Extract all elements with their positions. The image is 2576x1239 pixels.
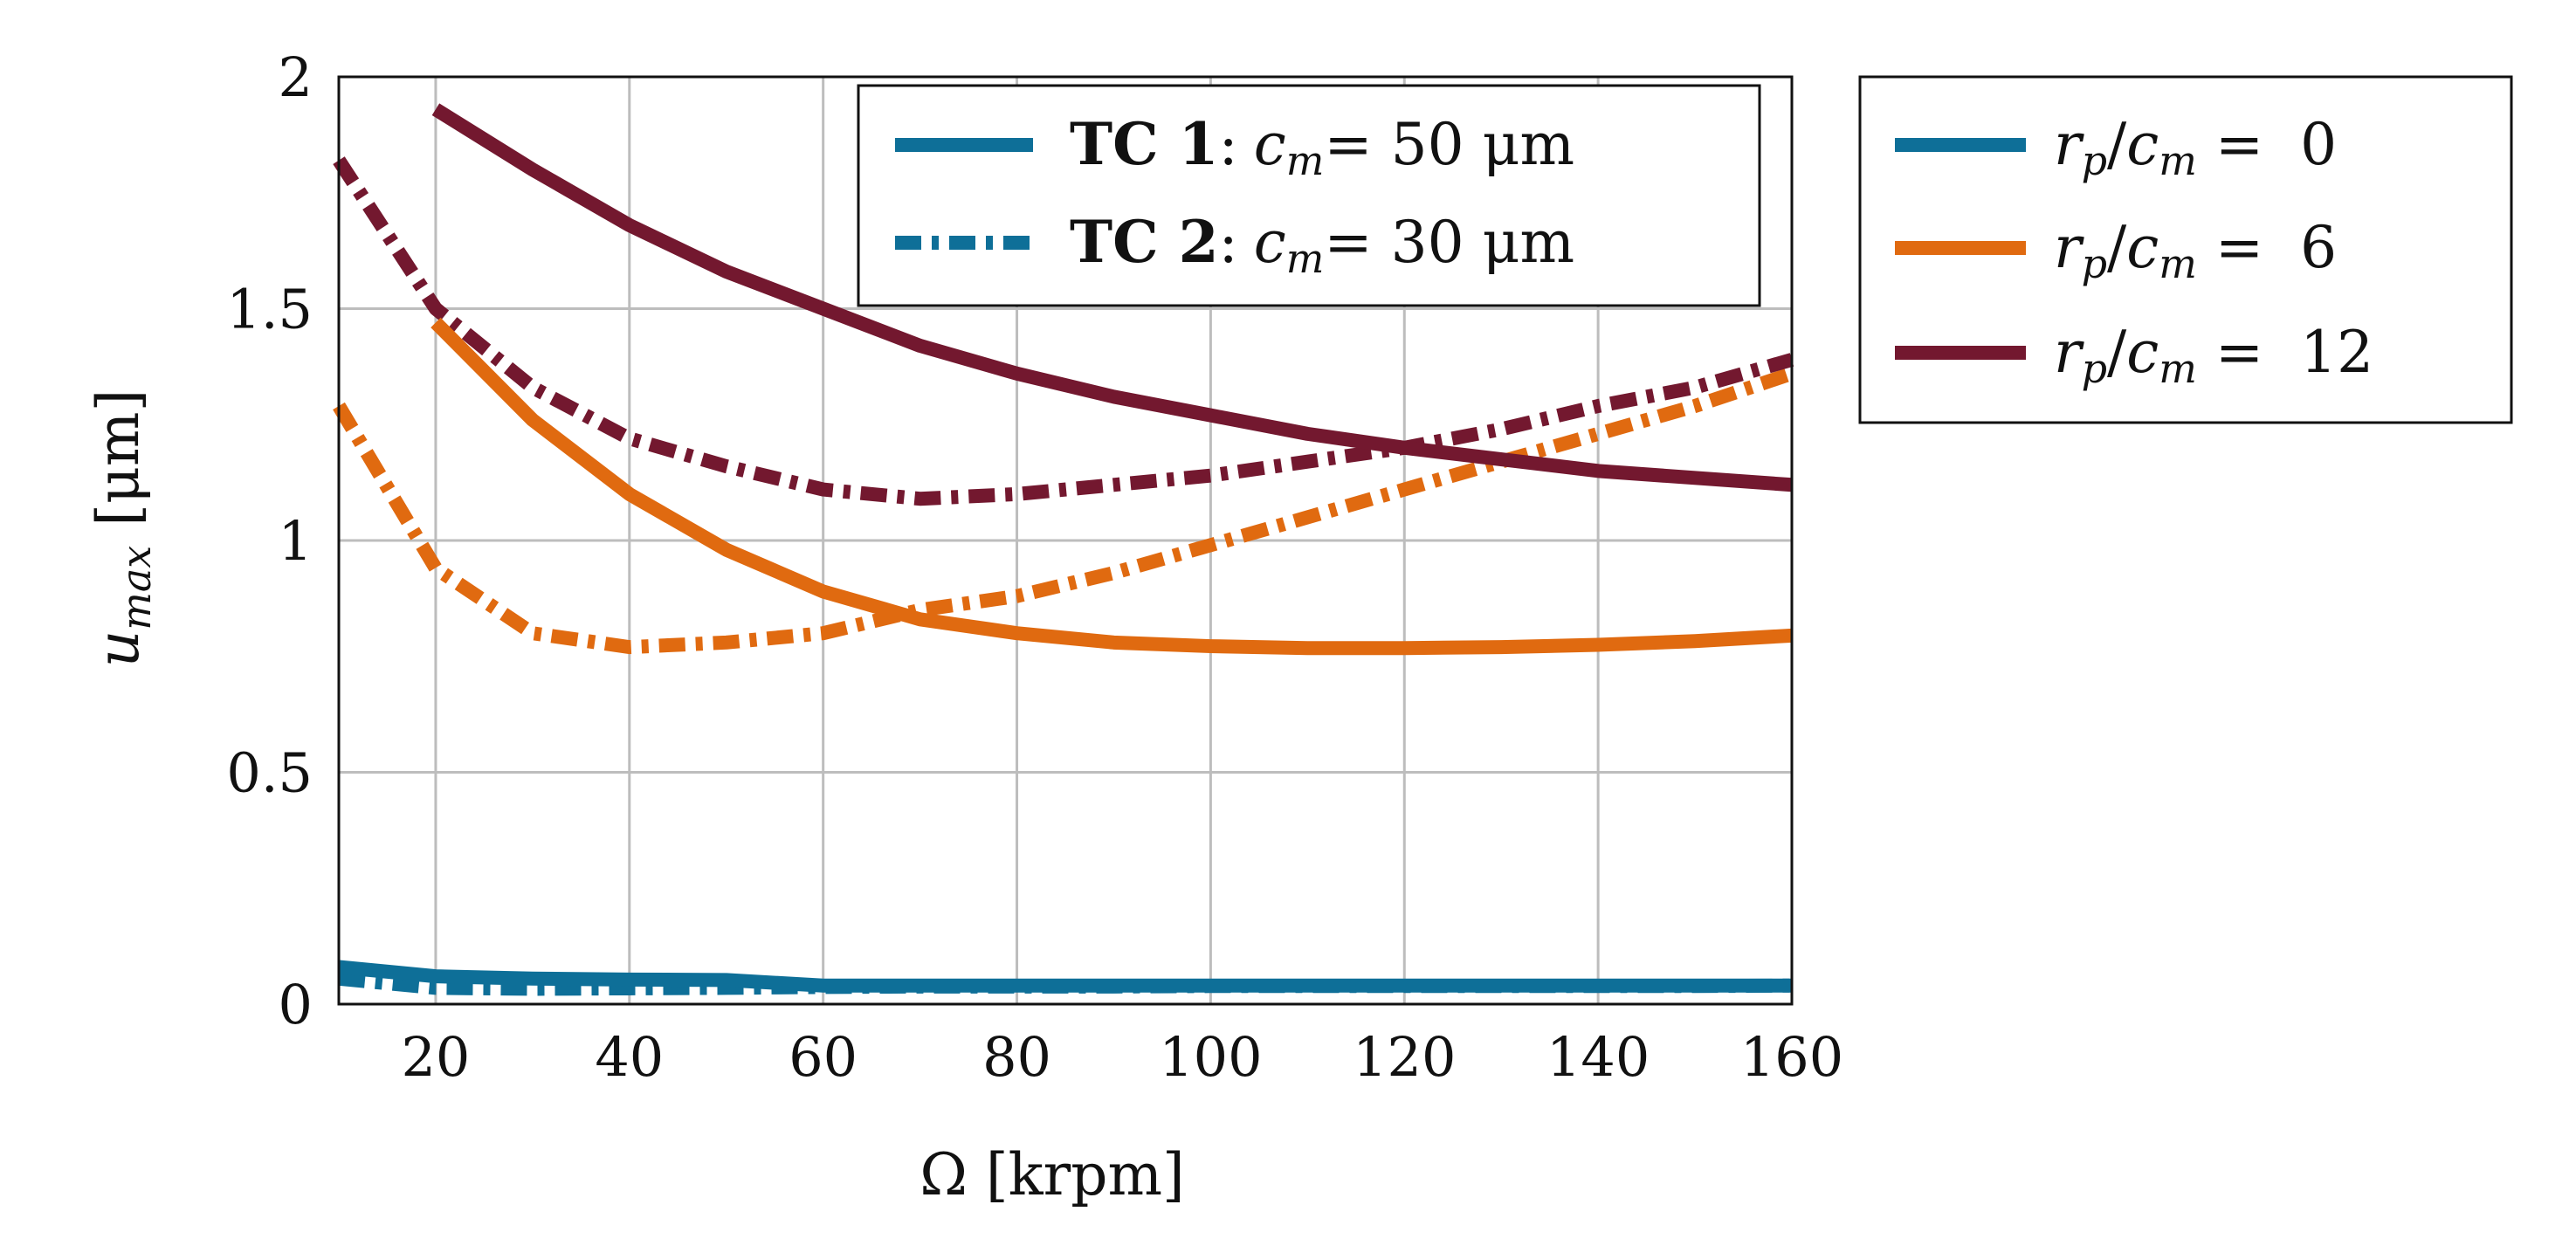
series-line-tc2-rp-cm-12 bbox=[333, 156, 1794, 506]
legend-style-entry-1: TC 1: cm= 50 μm bbox=[1070, 110, 1574, 184]
series-line-tc1-rp-cm-6 bbox=[430, 317, 1793, 656]
legend-style-entry-2: TC 2: cm= 30 μm bbox=[1070, 208, 1574, 282]
legend-line-style: TC 1: cm= 50 μm TC 2: cm= 30 μm bbox=[857, 84, 1761, 307]
series-line-tc1-rp-cm-12 bbox=[431, 103, 1793, 492]
x-tick-labels: 20 40 60 80 100 120 140 160 bbox=[401, 1025, 1843, 1089]
y-tick-labels: 0 0.5 1 1.5 2 bbox=[226, 45, 313, 1036]
x-axis-label: Ω [krpm] bbox=[920, 1141, 1185, 1208]
svg-text:umax[μm]: umax [μm] bbox=[85, 389, 160, 668]
x-tick-label: 60 bbox=[789, 1025, 858, 1089]
legend-color-entry-3: rp/cm = 12 bbox=[2054, 319, 2373, 392]
y-axis-var: u bbox=[85, 630, 152, 668]
x-tick-label: 120 bbox=[1353, 1025, 1456, 1089]
legend-color-entry-2: rp/cm = 6 bbox=[2054, 214, 2337, 287]
y-axis-label: umax [μm] bbox=[85, 389, 160, 668]
y-axis-sub: max bbox=[113, 546, 160, 630]
y-tick-label: 1.5 bbox=[226, 278, 313, 341]
legend-style-box bbox=[857, 84, 1761, 307]
y-tick-label: 0 bbox=[279, 973, 313, 1036]
x-tick-label: 20 bbox=[401, 1025, 470, 1089]
plot-frame bbox=[337, 75, 1794, 1006]
y-tick-label: 2 bbox=[279, 45, 313, 109]
series-line-tc1-rp-cm-0 bbox=[338, 960, 1792, 993]
x-tick-label: 80 bbox=[982, 1025, 1051, 1089]
y-axis-unit: [μm] bbox=[85, 389, 152, 527]
y-tick-label: 1 bbox=[279, 509, 313, 573]
y-tick-label: 0.5 bbox=[226, 741, 313, 805]
x-tick-label: 40 bbox=[595, 1025, 664, 1089]
x-tick-label: 140 bbox=[1546, 1025, 1650, 1089]
x-tick-label: 160 bbox=[1740, 1025, 1843, 1089]
legend-color-entry-1: rp/cm = 0 bbox=[2054, 111, 2337, 184]
series-lines bbox=[333, 103, 1794, 996]
x-tick-label: 100 bbox=[1159, 1025, 1262, 1089]
legend-color: rp/cm = 0 rp/cm = 6 rp/cm = 12 bbox=[1858, 75, 2513, 424]
